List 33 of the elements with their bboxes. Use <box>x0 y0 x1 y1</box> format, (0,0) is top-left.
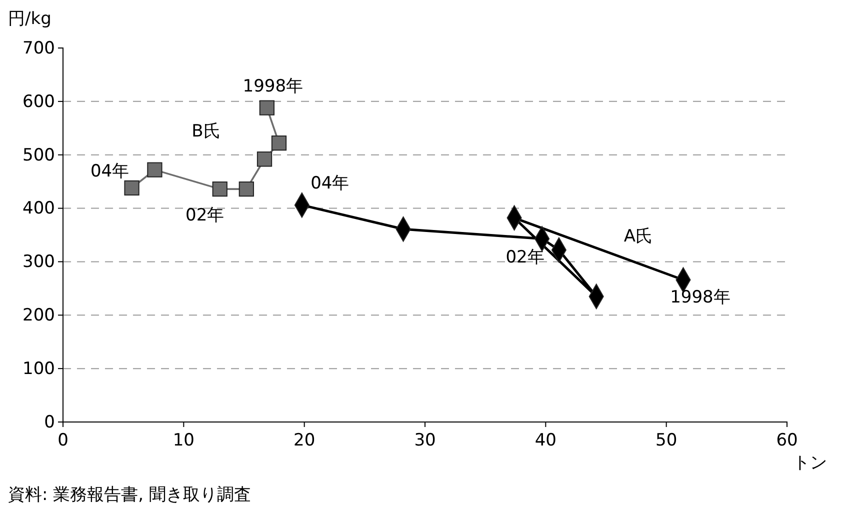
point <box>212 181 228 197</box>
y-tick-label: 0 <box>44 412 55 432</box>
annotation: 04年 <box>90 162 130 182</box>
y-tick-label: 300 <box>22 252 55 272</box>
series-label: A氏 <box>624 226 653 247</box>
y-tick-label: 700 <box>22 38 55 58</box>
point <box>238 181 254 197</box>
annotation: 02年 <box>506 247 544 268</box>
point <box>259 100 274 116</box>
y-axis-title: 円/kg <box>8 9 52 29</box>
x-tick-label: 0 <box>58 430 68 450</box>
annotation: 02年 <box>186 206 224 226</box>
point <box>256 152 272 167</box>
point <box>147 162 162 178</box>
x-tick-label: 10 <box>172 430 194 450</box>
x-tick-label: 30 <box>414 430 436 450</box>
text: B氏 <box>192 122 220 142</box>
annotation: 1998年 <box>242 76 304 96</box>
x-axis-title: トン <box>793 453 827 473</box>
y-tick-label: 600 <box>22 92 55 112</box>
y-tick-label: 500 <box>22 145 55 166</box>
y-tick-label: 400 <box>22 198 55 219</box>
point <box>271 136 287 151</box>
y-tick-label: 200 <box>22 306 55 326</box>
x-tick-label: 60 <box>776 430 798 450</box>
y-tick-label: 100 <box>22 359 55 380</box>
x-tick-label: 50 <box>656 430 678 450</box>
annotation: 1998年 <box>670 288 730 308</box>
point <box>124 180 140 196</box>
text: 資料: 業務報告書, 聞き取り調査 <box>8 485 251 505</box>
x-tick-label: 40 <box>534 430 556 450</box>
x-tick-label: 20 <box>294 430 316 450</box>
annotation: 04年 <box>310 174 350 194</box>
